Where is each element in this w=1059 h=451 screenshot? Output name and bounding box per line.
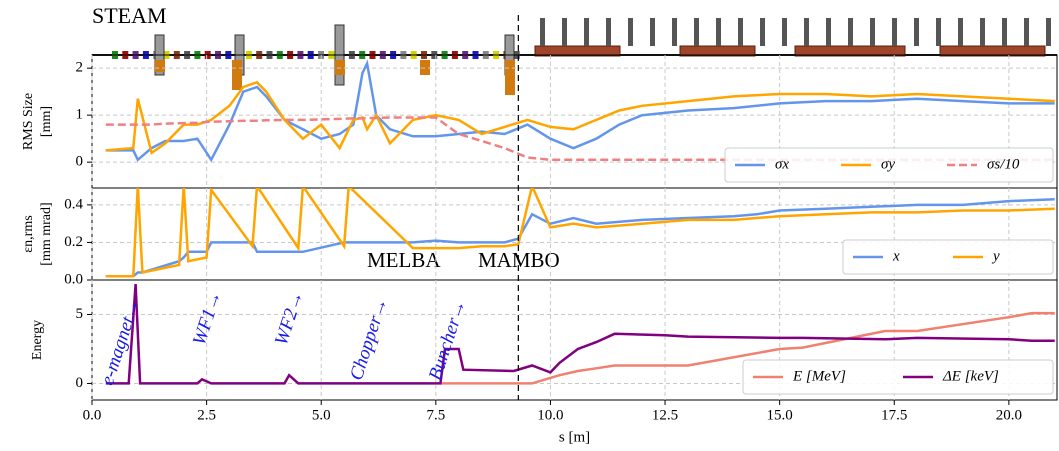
element-annotation: WF1→ [189, 288, 226, 348]
x-tick-label: 20.0 [996, 407, 1022, 423]
beamline-element [870, 18, 875, 46]
beamline-element [562, 18, 567, 46]
beamline-element [914, 18, 919, 46]
beamline-element [335, 60, 345, 75]
x-tick-label: 15.0 [767, 407, 793, 423]
beamline-element [1002, 18, 1007, 46]
beamline-element [505, 60, 515, 95]
data-line [105, 80, 1055, 155]
legend-label: x [892, 248, 900, 264]
legend-box [842, 239, 1054, 275]
x-tick-label: 7.5 [426, 407, 445, 423]
y-tick-label: 5 [76, 306, 84, 322]
legend-box [742, 359, 1054, 395]
beamline-element [694, 18, 699, 46]
section-label: MELBA [367, 248, 441, 272]
beamline-element [1046, 18, 1051, 46]
beamline-element [534, 45, 621, 57]
beamline-element [804, 18, 809, 46]
beamline-element [420, 60, 430, 75]
beamline-element [760, 18, 765, 46]
element-annotation: Chopper→ [346, 295, 392, 383]
data-line [105, 284, 1055, 385]
y-axis-label: Energy [30, 320, 45, 360]
legend-label: E [MeV] [792, 368, 846, 384]
beamline-element [716, 18, 721, 46]
beamline-element [155, 60, 165, 72]
y-tick-label: 0 [76, 154, 84, 170]
legend-label: y [991, 248, 1000, 264]
y-axis-label: εn,rms [21, 215, 36, 252]
legend-box [724, 147, 1054, 183]
beamline-element [540, 18, 545, 46]
beamline-title: STEAM [92, 3, 167, 28]
x-tick-label: 10.0 [537, 407, 563, 423]
y-tick-label: 2 [76, 60, 84, 76]
legend-label: σx [775, 156, 789, 172]
x-axis-label: s [m] [559, 429, 590, 445]
beamline-element [650, 18, 655, 46]
data-line [440, 311, 1055, 385]
beamline-element [606, 18, 611, 46]
beamline-element [848, 18, 853, 46]
x-tick-label: 12.5 [652, 407, 678, 423]
data-line [105, 188, 1055, 278]
y-tick-label: 1 [76, 107, 84, 123]
beamline-element [936, 18, 941, 46]
beamline-element [628, 18, 633, 46]
beamline-element [782, 18, 787, 46]
beamline-element [826, 18, 831, 46]
x-tick-label: 0.0 [83, 407, 102, 423]
beamline-element [958, 18, 963, 46]
y-tick-label: 0 [76, 375, 84, 391]
legend-label: ΔE [keV] [942, 368, 999, 384]
beamline-element [232, 60, 242, 90]
legend-label: σy [881, 156, 895, 172]
y-tick-label: 0.2 [64, 234, 83, 250]
beamline-element [980, 18, 985, 46]
beamline-element [584, 18, 589, 46]
beamline-element [939, 45, 1046, 57]
beamline-element [672, 18, 677, 46]
beamline-schematic [92, 18, 1057, 95]
y-tick-label: 0.4 [64, 196, 83, 212]
x-tick-label: 17.5 [881, 407, 907, 423]
beamline-element [892, 18, 897, 46]
beamline-element [1024, 18, 1029, 46]
y-tick-label: 0.0 [64, 271, 83, 287]
legend-label: σs/10 [987, 156, 1020, 172]
data-line [105, 59, 1055, 163]
x-tick-label: 2.5 [197, 407, 216, 423]
y-axis-label: RMS Size [21, 93, 36, 150]
y-axis-label: [mm mrad] [39, 202, 54, 265]
beamline-element [738, 18, 743, 46]
element-annotation: WF2→ [271, 288, 308, 348]
y-axis-label: [mm] [39, 106, 54, 137]
x-tick-label: 5.0 [312, 407, 331, 423]
